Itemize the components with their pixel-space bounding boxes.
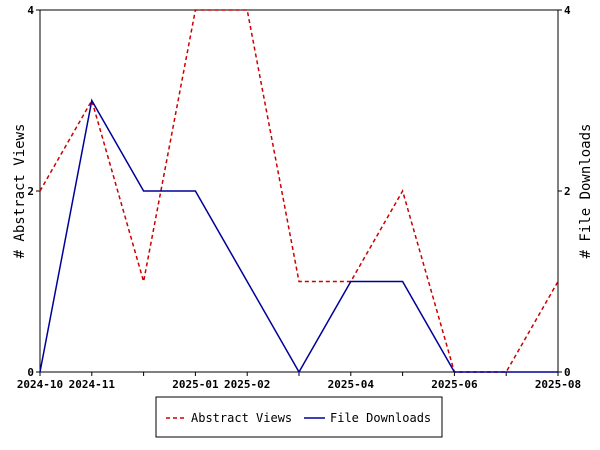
y-right-tick-label: 2 (564, 185, 571, 198)
x-tick-label: 2025-08 (535, 378, 581, 391)
y-left-tick-label: 4 (27, 4, 34, 17)
series-layer (39, 9, 559, 374)
y-right-tick-label: 4 (564, 4, 571, 17)
y-left-axis-title: # Abstract Views (12, 124, 28, 259)
x-tick-label: 2025-06 (431, 378, 478, 391)
y-right-tick-label: 0 (564, 366, 571, 379)
plot-frame (39, 9, 559, 373)
legend-label-abstract-views: Abstract Views (191, 411, 292, 425)
x-tick-label: 2025-02 (224, 378, 270, 391)
y-left-tick-label: 0 (27, 366, 34, 379)
x-tick-label: 2025-04 (328, 378, 375, 391)
legend: Abstract Views File Downloads (155, 396, 443, 438)
y-right-axis-title: # File Downloads (578, 124, 594, 259)
x-tick-label: 2024-11 (69, 378, 116, 391)
series-line-abstract-views (39, 9, 559, 373)
legend-label-file-downloads: File Downloads (330, 411, 431, 425)
x-tick-label: 2025-01 (172, 378, 219, 391)
y-left-tick-label: 2 (27, 185, 34, 198)
legend-box (155, 396, 443, 438)
y-axis-ticks: 0 2 4 0 2 4 (27, 4, 571, 379)
series-line-file-downloads (39, 98, 558, 374)
x-axis-ticks: 2024-10 2024-11 2025-01 2025-02 2025-04 2025-… (17, 372, 581, 391)
x-tick-label: 2024-10 (17, 378, 63, 391)
